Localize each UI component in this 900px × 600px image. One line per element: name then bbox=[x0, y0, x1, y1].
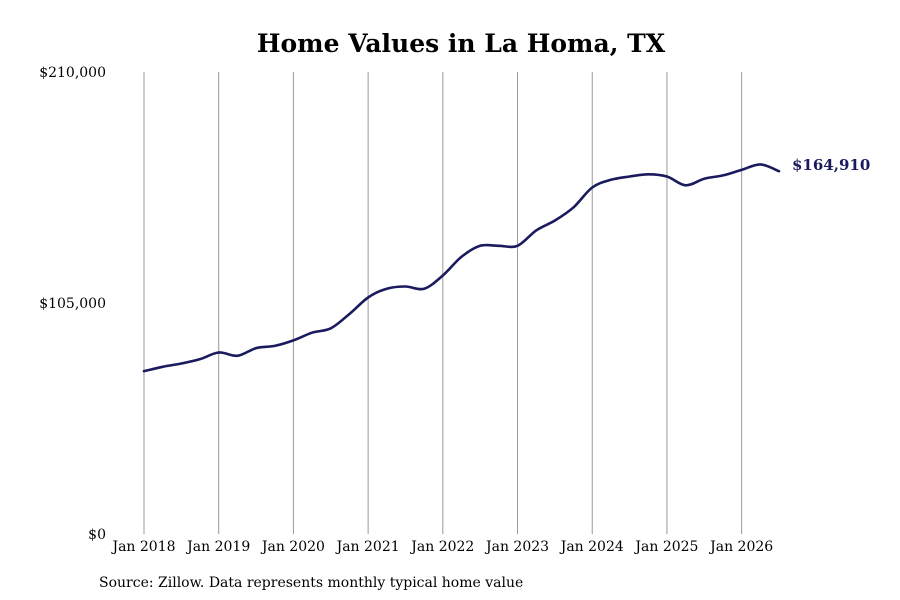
series-line bbox=[142, 163, 781, 373]
x-tick-label: Jan 2024 bbox=[559, 539, 624, 555]
x-tick-label: Jan 2020 bbox=[260, 539, 325, 555]
x-tick-label: Jan 2022 bbox=[409, 539, 474, 555]
source-note: Source: Zillow. Data represents monthly … bbox=[99, 575, 523, 591]
x-tick-label: Jan 2023 bbox=[484, 539, 549, 555]
chart-title: Home Values in La Homa, TX bbox=[257, 29, 666, 58]
x-tick-label: Jan 2021 bbox=[335, 539, 400, 555]
x-tick-label: Jan 2019 bbox=[185, 539, 250, 555]
y-axis: $0 $105,000 $210,000 bbox=[39, 65, 106, 543]
x-tick-label: Jan 2018 bbox=[110, 539, 175, 555]
x-axis: Jan 2018 Jan 2019 Jan 2020 Jan 2021 Jan 2022… bbox=[110, 539, 773, 555]
end-value-label: $164,910 bbox=[792, 156, 870, 174]
gridlines bbox=[143, 72, 743, 534]
y-tick-label: $0 bbox=[88, 527, 106, 543]
x-tick-label: Jan 2026 bbox=[708, 539, 773, 555]
y-tick-label: $210,000 bbox=[39, 65, 106, 81]
x-tick-label: Jan 2025 bbox=[633, 539, 698, 555]
y-tick-label: $105,000 bbox=[39, 296, 106, 312]
